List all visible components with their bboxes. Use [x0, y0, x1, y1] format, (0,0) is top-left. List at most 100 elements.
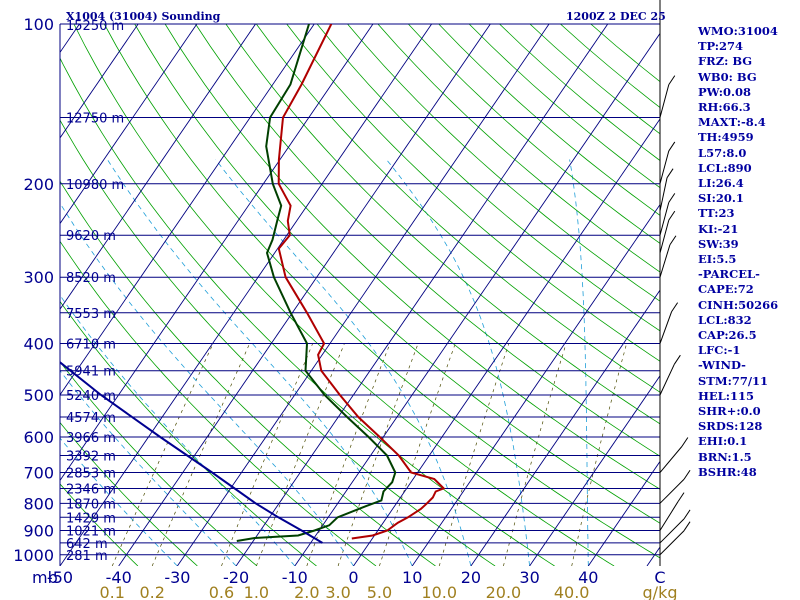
dry-adiabat-line — [60, 483, 139, 566]
index-item: LCL:832 — [698, 312, 752, 327]
wind-barb-staff — [659, 530, 685, 556]
wind-barb-flag — [668, 210, 676, 221]
temperature-tick-label: 30 — [519, 568, 539, 587]
dry-adiabat-line — [60, 300, 317, 566]
dry-adiabat-line — [286, 24, 660, 362]
wind-barb-flag — [668, 75, 676, 85]
dry-adiabat-line — [60, 180, 436, 566]
pressure-tick-label: 700 — [23, 464, 54, 483]
index-item: SHR+:0.0 — [698, 404, 761, 419]
moist-adiabat-line — [60, 437, 178, 566]
wind-barb-staff — [659, 202, 670, 236]
mixing-ratio-line — [438, 343, 510, 566]
dry-adiabat-line — [377, 24, 660, 273]
isotherm-line — [60, 24, 315, 396]
mixing-ratio-tick-label: 2.0 — [294, 583, 319, 600]
temperature-tick-label: 20 — [461, 568, 481, 587]
moist-adiabat-line — [60, 370, 237, 566]
height-label: 10980 m — [66, 178, 124, 193]
height-label: 1429 m — [66, 511, 116, 526]
wind-barb-flag — [668, 193, 676, 203]
pressure-tick-label: 200 — [23, 175, 54, 194]
parcel-line — [60, 361, 323, 544]
height-label: 12750 m — [66, 111, 124, 126]
wind-barb-staff — [659, 518, 685, 544]
mixing-ratio-tick-label: 10.0 — [421, 583, 457, 600]
index-item: BSHR:48 — [698, 464, 757, 479]
mixing-ratio-tick-label: 20.0 — [486, 583, 522, 600]
mixing-ratio-tick-label: 1.0 — [244, 583, 269, 600]
height-label: 1870 m — [66, 497, 116, 512]
wind-barb-staff — [659, 446, 683, 473]
wind-barb — [659, 168, 674, 212]
index-item: EHI:0.1 — [698, 434, 748, 449]
dry-adiabat-line — [60, 240, 377, 566]
isotherm-line — [411, 203, 660, 566]
height-label: 3392 m — [66, 449, 116, 464]
dry-adiabat-line — [60, 57, 555, 566]
index-item: WMO:31004 — [698, 24, 778, 38]
isotherm-line — [294, 32, 660, 566]
temperature-tick-label: 10 — [402, 568, 422, 587]
chart-title: X1004 (31004) Sounding — [66, 10, 221, 23]
moist-adiabat-line — [386, 159, 530, 566]
index-item: RH:66.3 — [698, 100, 751, 115]
wind-barb-flag — [669, 235, 677, 245]
wind-barb — [659, 0, 661, 24]
index-item: SRDS:128 — [698, 419, 763, 434]
height-label: 9620 m — [66, 229, 116, 244]
wind-barb — [659, 302, 679, 344]
dry-adiabat-line — [408, 24, 660, 244]
height-label: 15250 m — [66, 19, 124, 34]
height-label: 2346 m — [66, 482, 116, 497]
wind-barb-flag — [683, 469, 691, 480]
mixing-ratio-tick-label: 0.1 — [99, 583, 124, 600]
mixing-ratio-tick-label: 0.6 — [209, 583, 234, 600]
dry-adiabat-line — [73, 24, 615, 566]
wind-barb — [659, 75, 676, 118]
pressure-tick-label: 900 — [23, 521, 54, 540]
wind-barb — [659, 141, 676, 184]
index-item: -PARCEL- — [698, 267, 760, 282]
wind-barb — [659, 521, 691, 556]
index-item: -WIND- — [698, 358, 746, 373]
pressure-tick-label: 1000 — [13, 546, 54, 565]
isotherm-line — [60, 24, 374, 482]
pressure-tick-label: 400 — [23, 335, 54, 354]
dry-adiabat-line — [225, 24, 660, 425]
wind-barb — [659, 509, 691, 544]
temperature-tick-label: -20 — [223, 568, 249, 587]
temperature-line — [277, 24, 446, 540]
mixing-ratio-tick-label: 5.0 — [367, 583, 392, 600]
dry-adiabat-line — [60, 119, 496, 566]
index-item: TH:4959 — [698, 130, 754, 145]
wind-barb-flag — [677, 492, 685, 502]
pressure-tick-label: 300 — [23, 268, 54, 287]
dry-adiabat-line — [255, 24, 660, 393]
height-label: 6710 m — [66, 338, 116, 353]
dry-adiabat-line — [60, 361, 258, 566]
wind-barb-flag — [668, 141, 676, 152]
dry-adiabat-line — [347, 24, 660, 302]
moist-adiabat-line — [569, 159, 589, 566]
dry-adiabat-line — [103, 24, 660, 559]
wind-barb-staff — [659, 244, 671, 278]
mixing-ratio-tick-label: 3.0 — [325, 583, 350, 600]
isotherm-line — [118, 24, 491, 566]
mixing-ratio-line — [111, 343, 214, 566]
mixing-ratio-tick-label: 40.0 — [554, 583, 590, 600]
temperature-tick-label: 40 — [578, 568, 598, 587]
index-item: MAXT:-8.4 — [698, 115, 766, 130]
index-item: KI:-21 — [698, 221, 739, 236]
wind-barb-staff — [659, 311, 673, 344]
moist-adiabat-line — [215, 159, 472, 566]
temperature-tick-label: -10 — [282, 568, 308, 587]
isotherm-line — [470, 289, 660, 566]
height-label: 1021 m — [66, 524, 116, 539]
wind-barb-staff — [659, 501, 679, 531]
height-label: 8520 m — [66, 271, 116, 286]
wind-barb-flag — [673, 354, 681, 365]
dewpoint-line — [236, 24, 397, 542]
index-item: FRZ: BG — [698, 54, 753, 69]
